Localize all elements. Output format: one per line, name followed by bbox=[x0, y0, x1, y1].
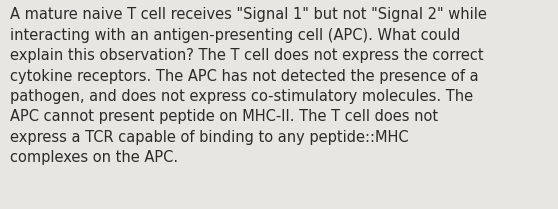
Text: A mature naive T cell receives "Signal 1" but not "Signal 2" while
interacting w: A mature naive T cell receives "Signal 1… bbox=[10, 7, 487, 165]
